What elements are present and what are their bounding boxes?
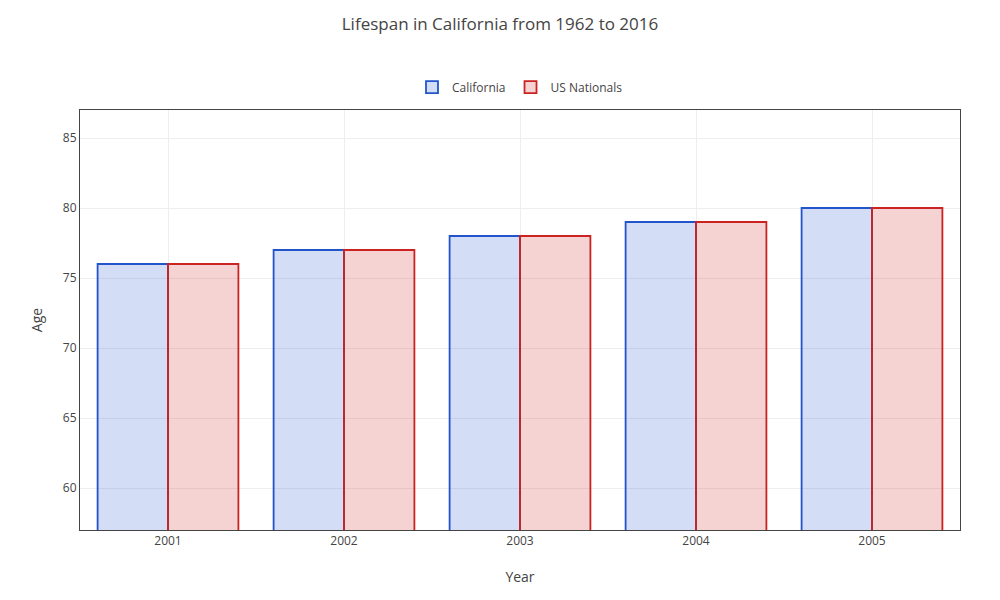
svg-text:Lifespan in California from 19: Lifespan in California from 1962 to 2016 xyxy=(342,12,659,35)
svg-text:75: 75 xyxy=(63,269,77,286)
svg-text:60: 60 xyxy=(63,479,77,496)
svg-text:2004: 2004 xyxy=(682,532,710,549)
svg-text:2001: 2001 xyxy=(154,532,181,549)
svg-text:2002: 2002 xyxy=(330,532,358,549)
svg-text:Year: Year xyxy=(505,567,534,586)
svg-text:2003: 2003 xyxy=(506,532,534,549)
svg-text:California: California xyxy=(452,79,506,96)
svg-text:65: 65 xyxy=(63,409,77,426)
svg-text:Age: Age xyxy=(27,308,46,332)
svg-text:70: 70 xyxy=(63,339,77,356)
svg-text:85: 85 xyxy=(63,129,77,146)
svg-text:80: 80 xyxy=(63,199,77,216)
svg-text:US Nationals: US Nationals xyxy=(551,79,623,96)
svg-text:2005: 2005 xyxy=(858,532,886,549)
